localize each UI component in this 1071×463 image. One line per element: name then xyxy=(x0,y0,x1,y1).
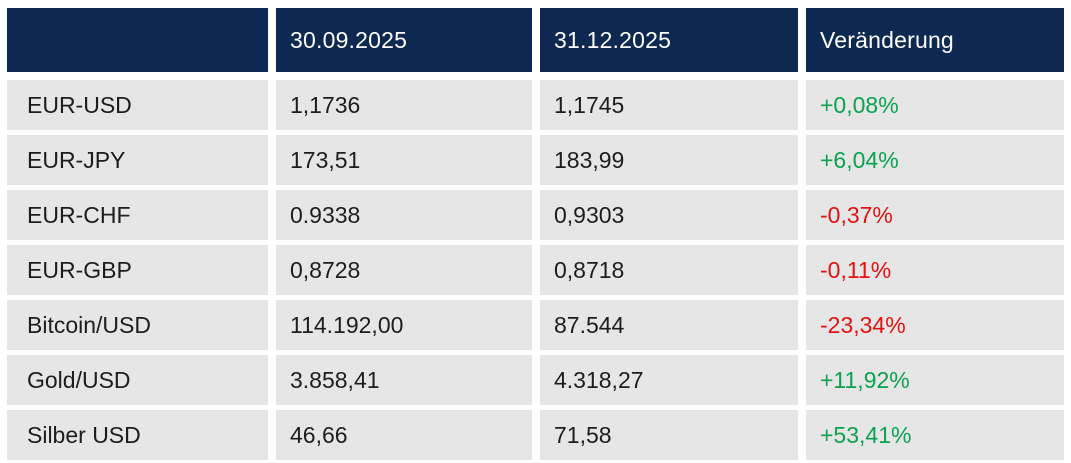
row-label: EUR-CHF xyxy=(7,190,268,240)
value-cell: 1,1745 xyxy=(540,80,798,130)
header-cell-change: Veränderung xyxy=(806,8,1064,72)
change-value: -0,11% xyxy=(806,245,1064,295)
header-cell-date-2: 31.12.2025 xyxy=(540,8,798,72)
row-label: EUR-JPY xyxy=(7,135,268,185)
change-value: +0,08% xyxy=(806,80,1064,130)
row-label: Silber USD xyxy=(7,410,268,460)
change-value: +6,04% xyxy=(806,135,1064,185)
value-cell: 114.192,00 xyxy=(276,300,532,350)
table-body: EUR-USD 1,1736 1,1745 +0,08% EUR-JPY 173,51 18… xyxy=(7,80,1064,460)
value-cell: 71,58 xyxy=(540,410,798,460)
value-cell: 87.544 xyxy=(540,300,798,350)
change-value: -0,37% xyxy=(806,190,1064,240)
value-cell: 3.858,41 xyxy=(276,355,532,405)
change-value: +53,41% xyxy=(806,410,1064,460)
value-cell: 0.9338 xyxy=(276,190,532,240)
value-cell: 1,1736 xyxy=(276,80,532,130)
value-cell: 0,8728 xyxy=(276,245,532,295)
header-cell-empty xyxy=(7,8,268,72)
value-cell: 173,51 xyxy=(276,135,532,185)
value-cell: 0,9303 xyxy=(540,190,798,240)
value-cell: 183,99 xyxy=(540,135,798,185)
change-value: -23,34% xyxy=(806,300,1064,350)
change-value: +11,92% xyxy=(806,355,1064,405)
value-cell: 0,8718 xyxy=(540,245,798,295)
row-label: EUR-USD xyxy=(7,80,268,130)
header-cell-date-1: 30.09.2025 xyxy=(276,8,532,72)
row-label: Gold/USD xyxy=(7,355,268,405)
value-cell: 4.318,27 xyxy=(540,355,798,405)
market-data-table: 30.09.2025 31.12.2025 Veränderung EUR-US… xyxy=(7,8,1064,460)
row-label: EUR-GBP xyxy=(7,245,268,295)
row-label: Bitcoin/USD xyxy=(7,300,268,350)
value-cell: 46,66 xyxy=(276,410,532,460)
table-header-row: 30.09.2025 31.12.2025 Veränderung xyxy=(7,8,1064,72)
